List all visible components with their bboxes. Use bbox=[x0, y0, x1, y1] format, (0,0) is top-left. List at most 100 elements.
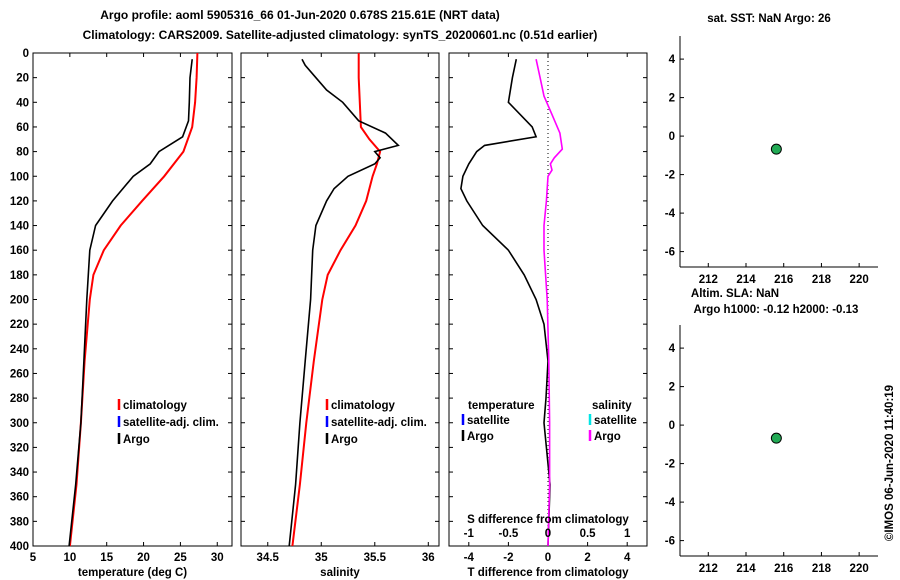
legend-entry: satellite bbox=[594, 415, 637, 427]
legend-entry: satellite-adj. clim. bbox=[331, 417, 427, 429]
y-tick-label: 180 bbox=[10, 270, 29, 282]
map-subtitle: Argo h1000: -0.12 h2000: -0.13 bbox=[694, 304, 859, 316]
map-y-tick-label: 4 bbox=[669, 54, 676, 66]
y-tick-label: 360 bbox=[10, 492, 29, 504]
map-x-tick-label: 218 bbox=[812, 563, 832, 575]
y-tick-label: 60 bbox=[16, 122, 29, 134]
x-axis-label: temperature (deg C) bbox=[78, 567, 187, 579]
title-line1: Argo profile: aoml 5905316_66 01-Jun-202… bbox=[100, 8, 500, 22]
x-tick-label: 25 bbox=[174, 552, 187, 564]
map-x-tick-label: 212 bbox=[699, 274, 718, 286]
map-y-tick-label: -6 bbox=[665, 536, 675, 548]
x-tick-label: 35.5 bbox=[364, 552, 387, 564]
map-x-tick-label: 218 bbox=[812, 274, 832, 286]
map-y-tick-label: -2 bbox=[665, 459, 675, 471]
x-tick-label: 2 bbox=[584, 552, 590, 564]
series-s-difference-argo- bbox=[535, 59, 564, 547]
map-y-tick-label: -4 bbox=[665, 208, 676, 220]
map-y-tick-label: -2 bbox=[665, 170, 675, 182]
y-tick-label: 80 bbox=[16, 147, 29, 159]
series-t-difference-argo- bbox=[460, 59, 551, 547]
s-axis-label: S difference from climatology bbox=[467, 514, 629, 526]
legend-entry: Argo bbox=[467, 431, 494, 443]
legend-entry: climatology bbox=[331, 400, 396, 412]
argo-location-marker bbox=[770, 143, 782, 155]
y-tick-label: 220 bbox=[10, 319, 29, 331]
x-tick-label: -2 bbox=[503, 552, 513, 564]
legend-entry: Argo bbox=[123, 434, 150, 446]
map-x-tick-label: 220 bbox=[850, 274, 869, 286]
series-argo bbox=[288, 58, 400, 547]
x-axis-label: salinity bbox=[320, 567, 360, 579]
map-x-tick-label: 214 bbox=[736, 563, 756, 575]
map-x-tick-label: 216 bbox=[774, 274, 793, 286]
y-tick-label: 380 bbox=[10, 516, 29, 528]
y-tick-label: 300 bbox=[10, 418, 29, 430]
title-line2: Climatology: CARS2009. Satellite-adjuste… bbox=[83, 28, 598, 42]
s-tick-label: 0 bbox=[545, 528, 551, 540]
map-title: sat. SST: NaN Argo: 26 bbox=[707, 13, 831, 25]
y-tick-label: 260 bbox=[10, 368, 29, 380]
y-tick-label: 280 bbox=[10, 393, 29, 405]
x-tick-label: 0 bbox=[545, 552, 551, 564]
y-tick-label: 340 bbox=[10, 467, 29, 479]
x-tick-label: 30 bbox=[211, 552, 224, 564]
legend-entry: Argo bbox=[594, 431, 621, 443]
y-tick-label: 100 bbox=[10, 171, 29, 183]
y-tick-label: 320 bbox=[10, 442, 29, 454]
map-x-tick-label: 212 bbox=[699, 563, 718, 575]
map-x-tick-label: 220 bbox=[850, 563, 869, 575]
argo-location-marker bbox=[770, 432, 782, 444]
y-tick-label: 40 bbox=[16, 97, 29, 109]
s-tick-label: 0.5 bbox=[580, 528, 597, 540]
x-tick-label: 10 bbox=[63, 552, 76, 564]
profile-panel-3: -4 -2 0 2 4 T difference from climatology -1 -0… bbox=[448, 52, 648, 579]
x-tick-label: 20 bbox=[137, 552, 150, 564]
y-tick-label: 400 bbox=[10, 541, 29, 553]
legend-title-salinity: salinity bbox=[592, 400, 632, 412]
map-y-tick-label: 4 bbox=[669, 343, 676, 355]
y-tick-label: 120 bbox=[10, 196, 29, 208]
x-tick-label: 34.5 bbox=[257, 552, 280, 564]
x-tick-label: 4 bbox=[624, 552, 631, 564]
legend-entry: satellite-adj. clim. bbox=[123, 417, 219, 429]
y-tick-label: 240 bbox=[10, 344, 29, 356]
s-tick-label: -0.5 bbox=[498, 528, 518, 540]
legend-entry: satellite bbox=[467, 415, 510, 427]
profile-panel-2: 34.5 35 35.5 36 salinity climatology satellite… bbox=[240, 52, 440, 579]
y-tick-label: 140 bbox=[10, 221, 29, 233]
x-tick-label: 35 bbox=[315, 552, 328, 564]
map-x-tick-label: 214 bbox=[736, 274, 756, 286]
map-y-tick-label: 0 bbox=[669, 420, 675, 432]
x-tick-label: -4 bbox=[464, 552, 475, 564]
map-y-tick-label: 2 bbox=[669, 382, 675, 394]
y-tick-label: 160 bbox=[10, 245, 29, 257]
y-tick-label: 20 bbox=[16, 73, 29, 85]
y-tick-label: 0 bbox=[23, 48, 29, 60]
s-tick-label: -1 bbox=[464, 528, 475, 540]
legend-title-temperature: temperature bbox=[468, 400, 534, 412]
map-title: Altim. SLA: NaN bbox=[691, 288, 779, 300]
plot-frame bbox=[32, 52, 233, 547]
plot-frame bbox=[240, 52, 440, 547]
x-tick-label: 5 bbox=[30, 552, 37, 564]
map-x-tick-label: 216 bbox=[774, 563, 793, 575]
map-y-tick-label: -6 bbox=[665, 247, 675, 259]
map-panel-1: 4 2 0 -2 -4 -6 212 214 216 218 220 sat. SST: NaN Ar… bbox=[665, 13, 878, 286]
legend-entry: Argo bbox=[331, 434, 358, 446]
s-tick-label: 1 bbox=[624, 528, 631, 540]
series-climatology bbox=[291, 53, 382, 547]
x-axis-label: T difference from climatology bbox=[467, 567, 629, 579]
legend-entry: climatology bbox=[123, 400, 188, 412]
x-tick-label: 36 bbox=[422, 552, 435, 564]
map-panel-2: 4 2 0 -2 -4 -6 212 214 216 218 220 Altim. SLA: NaN A… bbox=[665, 288, 878, 575]
map-y-tick-label: 2 bbox=[669, 93, 675, 105]
profile-panel-1: 5 10 15 20 25 30 temperature (deg C) 0 20 40 60 80 1… bbox=[10, 48, 233, 579]
map-y-tick-label: -4 bbox=[665, 497, 676, 509]
y-tick-label: 200 bbox=[10, 295, 29, 307]
x-tick-label: 15 bbox=[100, 552, 113, 564]
map-y-tick-label: 0 bbox=[669, 131, 675, 143]
credit-label: ©IMOS 06-Jun-2020 11:40:19 bbox=[884, 385, 896, 541]
